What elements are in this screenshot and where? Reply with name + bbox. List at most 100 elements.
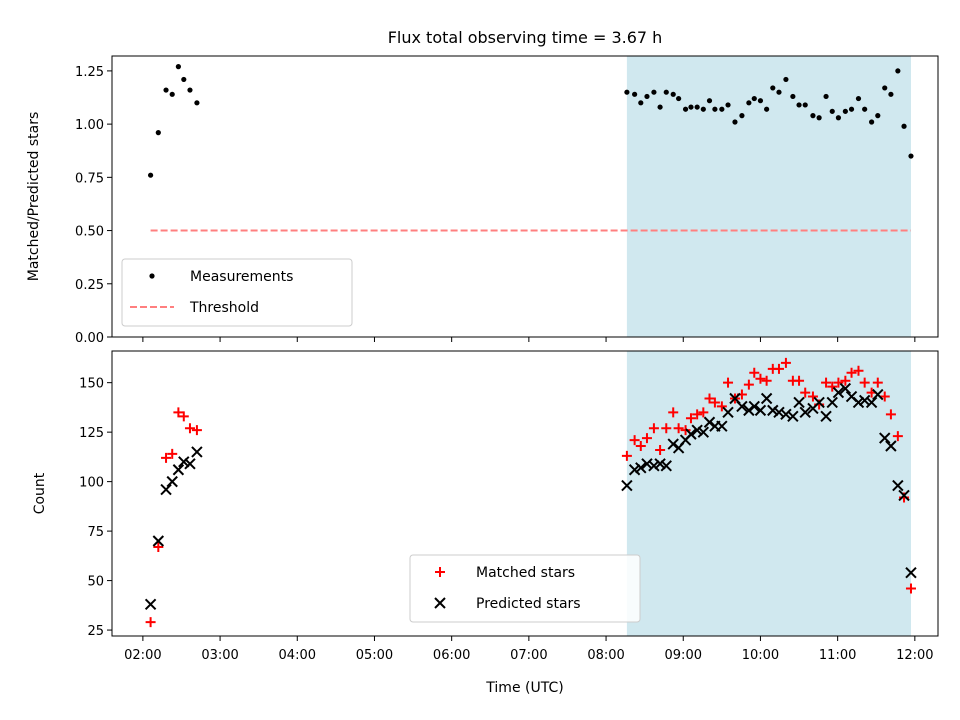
measurement-point (764, 106, 770, 112)
measurement-point (823, 93, 829, 100)
predicted-star-point (191, 446, 203, 458)
matched-star-point (827, 381, 838, 392)
predicted-star-point (152, 535, 165, 547)
matched-star-point (621, 450, 632, 461)
matched-star-point (743, 379, 754, 390)
measurement-point (651, 89, 657, 95)
y-tick-label: 75 (87, 525, 104, 540)
matched-star-point (879, 391, 890, 402)
predicted-star-point (635, 462, 647, 474)
measurement-point (657, 104, 663, 110)
measurement-point (882, 85, 888, 91)
matched-star-point (173, 407, 184, 418)
predicted-star-point (722, 406, 734, 419)
measurement-point (802, 102, 808, 108)
measurement-point (908, 153, 914, 159)
matched-star-point (840, 375, 851, 386)
legend-marker-measurements (149, 273, 155, 279)
matched-star-point (641, 433, 652, 444)
y-tick-label: 0.50 (75, 225, 104, 240)
x-tick-label: 05:00 (356, 648, 393, 663)
matched-star-point (668, 407, 679, 418)
x-axis-label: Time (UTC) (485, 680, 563, 696)
predicted-star-point (654, 458, 666, 470)
y-tick-label: 0.25 (75, 278, 104, 293)
x-tick-label: 02:00 (124, 648, 161, 663)
predicted-star-point (793, 396, 805, 409)
matched-star-point (749, 367, 760, 378)
matched-star-point (692, 409, 703, 420)
predicted-star-point (178, 456, 190, 468)
measurement-point (842, 108, 848, 114)
legend-marker-matched (435, 567, 445, 577)
predicted-star-point (754, 404, 767, 417)
predicted-star-point (697, 426, 710, 438)
y-tick-label: 150 (79, 377, 104, 392)
measurement-point (757, 98, 764, 104)
matched-star-point (892, 431, 903, 442)
predicted-star-point (648, 460, 660, 472)
measurement-point (706, 98, 713, 104)
predicted-star-point (144, 598, 157, 611)
x-tick-label: 07:00 (510, 648, 547, 663)
measurement-point (855, 95, 862, 102)
measurement-point (712, 106, 718, 112)
matched-star-point (773, 363, 784, 374)
predicted-star-point (820, 410, 832, 423)
predicted-star-point (641, 458, 653, 470)
predicted-star-point (787, 410, 799, 423)
predicted-star-point (691, 424, 703, 436)
measurement-point (638, 100, 644, 106)
matched-star-point (161, 452, 172, 463)
measurement-point (155, 130, 161, 136)
measurement-point (751, 95, 757, 102)
measurement-point (875, 113, 881, 119)
predicted-star-point (767, 404, 779, 417)
measurement-point (901, 123, 907, 129)
predicted-star-point (879, 432, 891, 444)
predicted-star-point (160, 483, 172, 496)
x-tick-label: 09:00 (665, 648, 702, 663)
matched-star-point (655, 444, 666, 455)
predicted-star-point (703, 416, 716, 428)
predicted-star-point (773, 406, 785, 419)
predicted-star-point (748, 400, 760, 413)
matched-star-point (821, 377, 832, 388)
predicted-star-point (743, 404, 755, 417)
predicted-star-point (172, 464, 185, 476)
measurement-point (169, 91, 175, 97)
matched-star-point (780, 357, 791, 368)
x-tick-label: 06:00 (433, 648, 470, 663)
measurement-point (869, 119, 875, 125)
measurement-point (719, 106, 725, 112)
measurement-point (848, 106, 855, 112)
measurement-point (632, 91, 638, 97)
y-tick-label: 0.00 (75, 331, 104, 346)
matched-star-point (629, 435, 640, 446)
measurement-point (796, 102, 802, 108)
measurement-point (688, 104, 694, 110)
measurement-point (676, 95, 682, 102)
legend-label: Threshold (189, 300, 259, 316)
x-tick-label: 04:00 (279, 648, 316, 663)
matched-star-point (673, 423, 684, 434)
legend-marker-predicted (434, 597, 446, 609)
matched-star-point (800, 387, 811, 398)
measurement-point (175, 64, 181, 70)
legend-label: Matched stars (476, 565, 575, 581)
matched-star-point (833, 377, 844, 388)
measurement-point (732, 119, 738, 125)
matched-star-point (635, 441, 646, 451)
y-tick-label: 1.00 (75, 118, 104, 133)
predicted-star-point (166, 475, 178, 488)
measurement-point (624, 89, 630, 95)
measurement-point (816, 115, 822, 121)
legend-box (121, 258, 353, 327)
y-axis-label: Matched/Predicted stars (26, 112, 42, 282)
measurement-point (700, 106, 706, 112)
matched-star-point (184, 423, 195, 434)
measurement-point (739, 113, 745, 119)
measurement-point (670, 91, 676, 97)
matched-star-point (153, 541, 164, 552)
